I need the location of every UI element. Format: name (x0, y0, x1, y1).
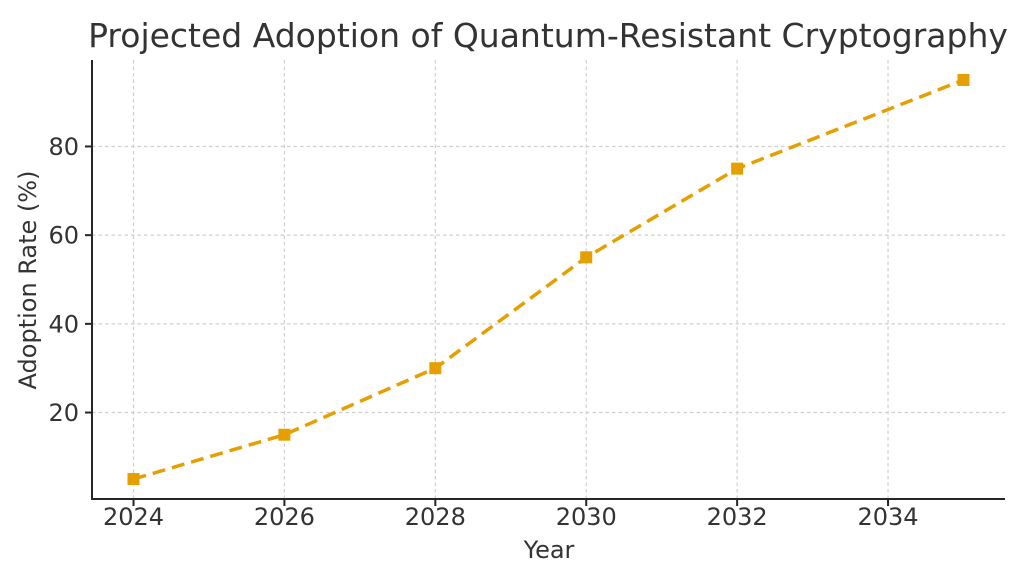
y-tick-label: 40 (48, 310, 79, 338)
tick-layer: 2024 2026 2028 2030 2032 2034 20 40 60 80 (48, 133, 918, 531)
series-layer (127, 73, 970, 486)
y-axis-label: Adoption Rate (%) (14, 171, 42, 390)
x-tick-label: 2030 (556, 503, 617, 531)
x-axis-label: Year (523, 536, 575, 564)
axis-spines (91, 60, 1005, 500)
x-tick-label: 2032 (707, 503, 768, 531)
chart-title: Projected Adoption of Quantum-Resistant … (88, 16, 1008, 55)
data-point-marker (127, 473, 140, 486)
y-tick-label: 80 (48, 133, 79, 161)
gridline-layer (92, 60, 1005, 499)
data-point-marker (580, 251, 593, 264)
x-tick-label: 2026 (254, 503, 315, 531)
x-tick-label: 2024 (103, 503, 164, 531)
x-tick-label: 2034 (858, 503, 919, 531)
data-point-marker (957, 73, 970, 86)
data-point-marker (731, 162, 744, 175)
y-tick-label: 20 (48, 399, 79, 427)
data-point-marker (278, 428, 291, 441)
x-tick-label: 2028 (405, 503, 466, 531)
data-point-marker (429, 362, 442, 375)
y-tick-label: 60 (48, 222, 79, 250)
data-line (133, 78, 965, 481)
